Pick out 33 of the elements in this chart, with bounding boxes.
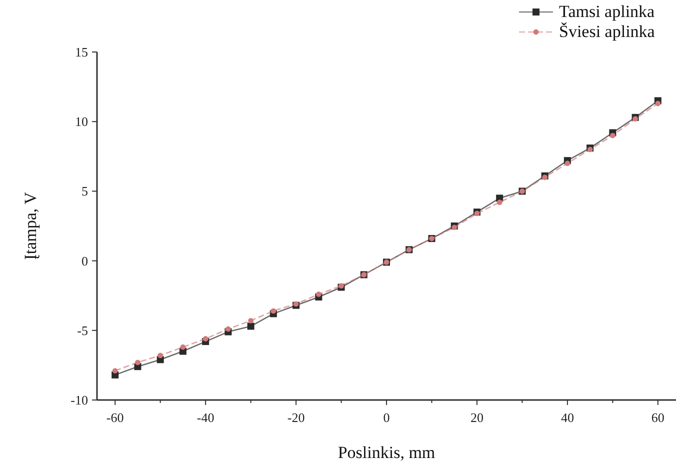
point xyxy=(496,200,502,206)
point xyxy=(158,352,164,358)
point xyxy=(202,336,208,342)
x-tick-label: -20 xyxy=(287,410,305,425)
point xyxy=(225,326,231,332)
point xyxy=(316,292,322,297)
x-tick-label: 20 xyxy=(470,410,484,425)
x-tick-label: 60 xyxy=(651,410,664,425)
y-tick-label: 5 xyxy=(82,184,88,199)
y-tick-label: 10 xyxy=(75,114,88,130)
x-tick-label: -40 xyxy=(196,410,214,425)
y-tick-label: -10 xyxy=(70,392,88,408)
y-axis-title: Įtampa, V xyxy=(21,191,40,260)
point xyxy=(270,308,276,314)
point xyxy=(247,322,254,330)
point xyxy=(610,132,616,138)
y-tick-label: 15 xyxy=(75,44,88,60)
point xyxy=(112,368,118,374)
legend-label: Šviesi aplinka xyxy=(559,22,656,41)
x-tick-label: 40 xyxy=(560,410,574,425)
y-tick-label: -5 xyxy=(77,322,88,338)
point xyxy=(564,160,570,166)
point xyxy=(180,344,186,350)
point xyxy=(135,360,140,366)
legend-label: Tamsi aplinka xyxy=(559,2,656,21)
point xyxy=(542,174,548,180)
point xyxy=(248,318,254,324)
point xyxy=(632,116,638,122)
y-tick-label: 0 xyxy=(82,253,88,268)
x-tick-label: 0 xyxy=(383,410,390,425)
point xyxy=(655,100,661,106)
x-tick-label: -60 xyxy=(106,410,124,425)
x-axis-title: Poslinkis, mm xyxy=(338,443,436,462)
